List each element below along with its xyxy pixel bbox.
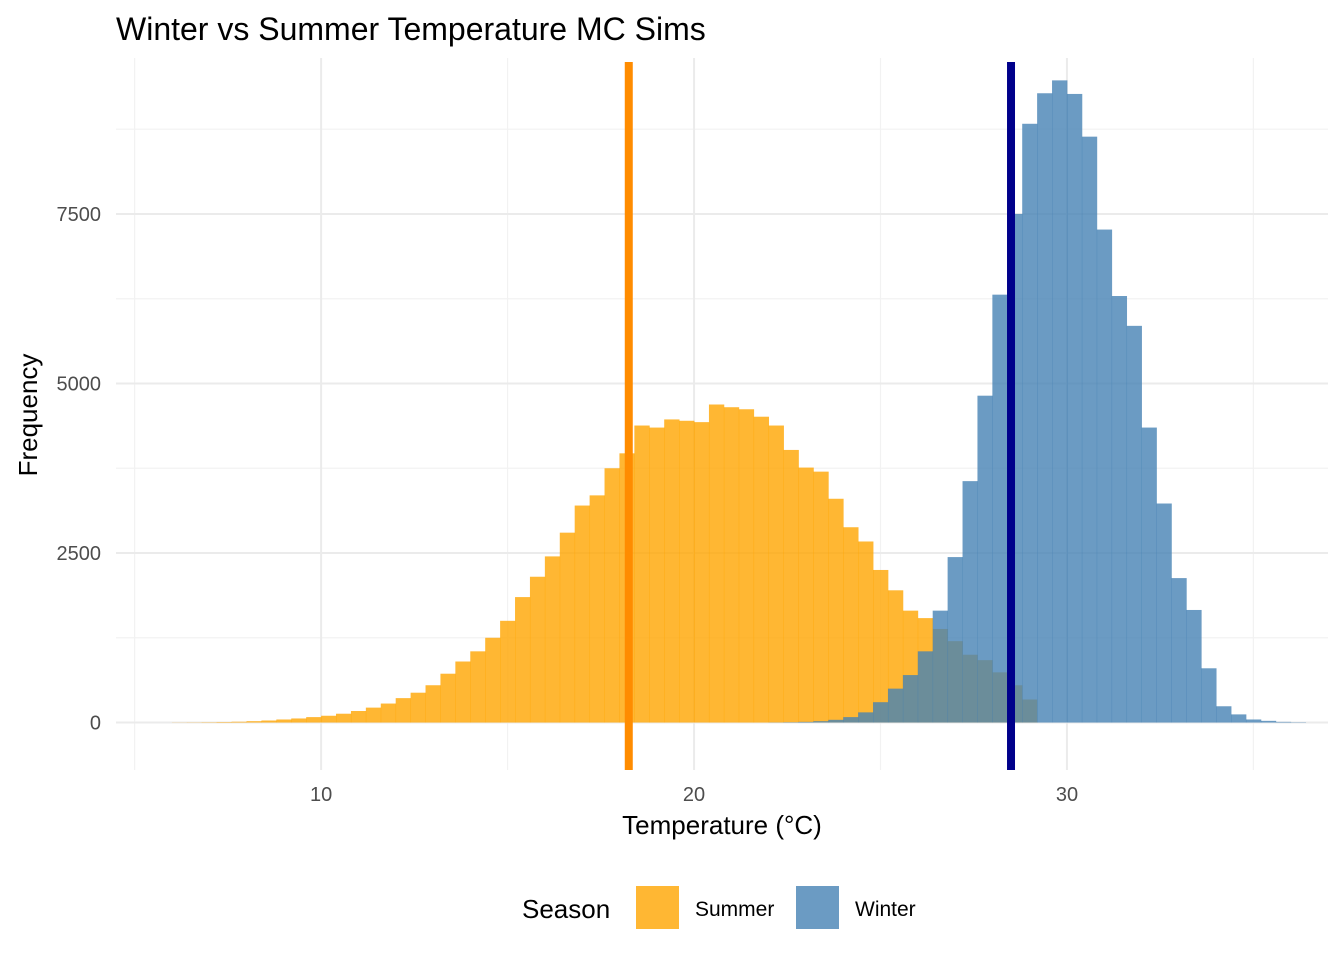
bar-summer — [470, 651, 486, 723]
bar-winter — [1066, 93, 1083, 723]
bar-summer — [708, 404, 725, 723]
bar-summer — [649, 427, 665, 723]
bar-winter — [843, 717, 859, 723]
bar-winter — [813, 721, 829, 723]
bar-winter — [1022, 123, 1038, 723]
bar-summer — [276, 719, 292, 723]
bar-winter — [1171, 578, 1187, 723]
bar-winter — [828, 719, 844, 723]
bar-summer — [365, 707, 382, 723]
bar-summer — [306, 717, 322, 723]
bar-summer — [813, 471, 829, 723]
bar-summer — [664, 419, 680, 723]
x-axis-title: Temperature (°C) — [622, 810, 822, 840]
bar-winter — [798, 721, 814, 723]
x-tick-label: 20 — [683, 784, 705, 806]
bar-summer — [216, 721, 233, 723]
bar-summer — [410, 692, 426, 723]
bar-winter — [1111, 296, 1128, 723]
bar-summer — [231, 721, 247, 723]
bar-summer — [515, 597, 531, 723]
bar-summer — [350, 711, 367, 723]
bar-summer — [634, 425, 650, 723]
bar-winter — [1275, 721, 1292, 723]
bar-summer — [395, 698, 412, 723]
bar-summer — [768, 425, 784, 723]
bar-winter — [962, 481, 978, 723]
bar-summer — [798, 467, 814, 723]
bar-winter — [1037, 93, 1053, 723]
bar-summer — [291, 718, 307, 723]
bar-winter — [1081, 136, 1098, 723]
legend-swatch-winter — [796, 886, 839, 929]
mean-reference-lines — [624, 62, 1016, 770]
x-tick-label: 30 — [1056, 784, 1078, 806]
bar-winter — [887, 688, 904, 723]
bar-summer — [694, 422, 710, 723]
bar-winter — [917, 651, 934, 723]
bar-summer — [455, 661, 471, 723]
legend-swatch-summer — [636, 886, 679, 929]
bar-summer — [246, 721, 262, 723]
legend-label-summer: Summer — [695, 898, 774, 921]
bar-summer — [321, 715, 337, 723]
bar-summer — [485, 637, 501, 723]
chart-title: Winter vs Summer Temperature MC Sims — [116, 11, 706, 47]
bar-summer — [828, 498, 844, 723]
bar-winter — [1245, 719, 1262, 723]
bar-winter — [873, 702, 889, 723]
legend-title: Season — [522, 894, 610, 924]
bar-summer — [753, 416, 770, 723]
bar-winter — [1096, 229, 1113, 723]
y-tick-label: 2500 — [57, 543, 102, 565]
bar-summer — [873, 569, 889, 723]
bar-summer — [559, 532, 576, 723]
bar-summer — [336, 713, 352, 723]
series-summer-bars — [171, 404, 1038, 723]
bar-summer — [723, 407, 740, 723]
bar-summer — [380, 703, 397, 723]
bar-winter — [1052, 80, 1068, 723]
y-tick-label: 0 — [90, 713, 101, 735]
axis-tick-labels: 10 20 30 0 2500 5000 7500 — [57, 204, 1079, 806]
bar-summer — [679, 420, 695, 723]
bar-winter — [1141, 427, 1157, 723]
bar-summer — [589, 495, 605, 723]
bar-winter — [902, 675, 919, 723]
bar-winter — [858, 712, 874, 723]
bar-winter — [1260, 720, 1277, 723]
bar-winter — [1126, 325, 1142, 723]
histogram-bars — [171, 80, 1307, 723]
bar-summer — [261, 720, 277, 723]
bar-summer — [574, 505, 591, 723]
bar-winter — [932, 610, 949, 723]
bar-winter — [992, 294, 1008, 723]
series-winter-bars — [768, 80, 1307, 723]
x-tick-label: 10 — [310, 784, 332, 806]
legend-label-winter: Winter — [855, 898, 916, 921]
bar-winter — [947, 557, 963, 723]
legend: Season Summer Winter — [522, 886, 916, 929]
bar-winter — [1156, 503, 1172, 723]
bar-summer — [529, 576, 546, 723]
bar-summer — [425, 685, 441, 723]
bar-winter — [977, 395, 993, 723]
bar-summer — [500, 620, 516, 723]
y-tick-label: 7500 — [57, 204, 102, 226]
y-tick-label: 5000 — [57, 373, 102, 395]
bar-summer — [604, 468, 620, 723]
bar-summer — [738, 409, 755, 723]
bar-summer — [544, 556, 561, 723]
y-axis-title: Frequency — [13, 354, 43, 477]
bar-winter — [1201, 668, 1217, 723]
bar-summer — [783, 449, 799, 723]
bar-winter — [1216, 706, 1232, 723]
bar-winter — [1231, 714, 1247, 723]
bar-summer — [440, 673, 456, 723]
bar-summer — [843, 527, 859, 723]
bar-summer — [858, 541, 874, 723]
bar-winter — [1186, 609, 1202, 723]
